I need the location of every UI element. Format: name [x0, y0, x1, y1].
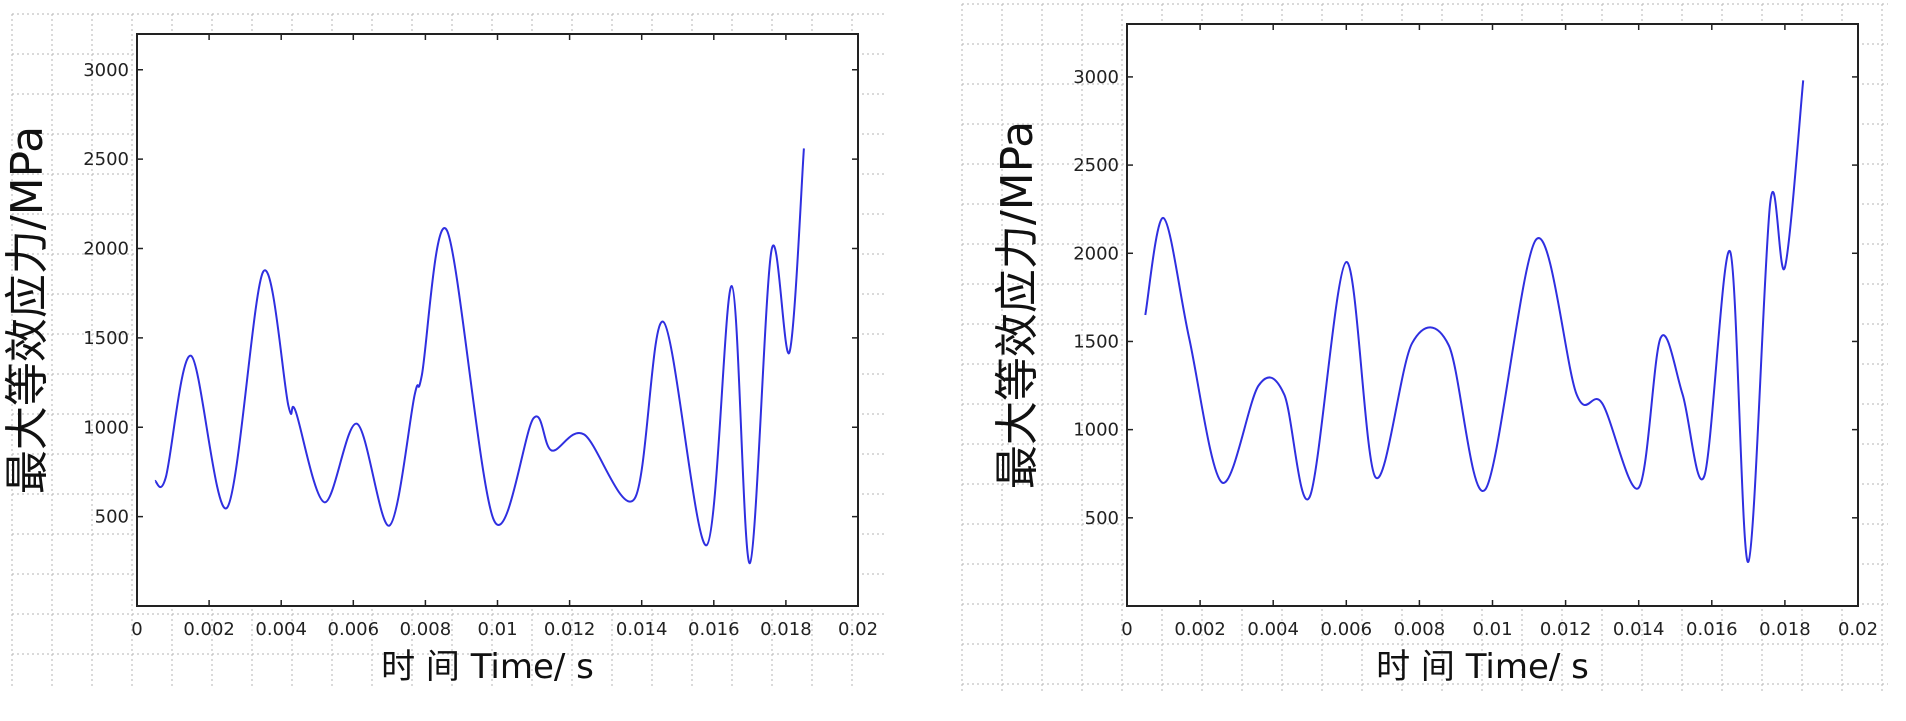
x-tick-label: 0.02	[838, 619, 878, 640]
y-tick-label: 2500	[83, 149, 129, 170]
y-axis-label: 最大等效应力/MPa	[992, 121, 1043, 489]
y-axis-label: 最大等效应力/MPa	[2, 126, 53, 494]
x-axis-label: 时 间 Time/ s	[1376, 647, 1589, 687]
x-tick-label: 0.002	[1174, 619, 1226, 640]
y-tick-label: 3000	[1073, 67, 1119, 88]
x-tick-label: 0.01	[1472, 619, 1512, 640]
x-tick-label: 0	[1121, 619, 1132, 640]
y-tick-label: 1000	[83, 417, 129, 438]
y-tick-label: 2000	[1073, 243, 1119, 264]
y-tick-label: 500	[95, 507, 129, 528]
x-tick-label: 0	[131, 619, 142, 640]
x-axis-label: 时 间 Time/ s	[381, 647, 594, 687]
y-tick-label: 3000	[83, 60, 129, 81]
x-tick-label: 0.014	[616, 619, 668, 640]
y-tick-label: 1500	[83, 328, 129, 349]
x-tick-label: 0.016	[1686, 619, 1738, 640]
x-tick-label: 0.004	[1247, 619, 1299, 640]
x-tick-label: 0.012	[1540, 619, 1592, 640]
x-tick-label: 0.02	[1838, 619, 1878, 640]
x-tick-label: 0.006	[328, 619, 380, 640]
x-tick-label: 0.018	[1759, 619, 1811, 640]
y-tick-label: 1000	[1073, 420, 1119, 441]
x-tick-label: 0.018	[760, 619, 812, 640]
x-tick-label: 0.01	[477, 619, 517, 640]
y-tick-label: 2000	[83, 239, 129, 260]
series-line-1	[1144, 80, 1805, 563]
chart-panel-1: 0 0.002 0.004 0.006 0.008 0.01 0.012 0.014 0.016…	[2, 13, 885, 687]
y-tick-label: 500	[1085, 508, 1119, 529]
plot-area	[1126, 23, 1859, 607]
plot-area	[136, 33, 859, 607]
x-tick-label: 0.014	[1613, 619, 1665, 640]
x-tick-label: 0.004	[255, 619, 307, 640]
x-tick-label: 0.016	[688, 619, 740, 640]
x-tick-label: 0.012	[544, 619, 596, 640]
x-tick-label: 0.008	[400, 619, 452, 640]
x-tick-label: 0.008	[1394, 619, 1446, 640]
y-tick-label: 1500	[1073, 331, 1119, 352]
chart-panel-2: 0 0.002 0.004 0.006 0.008 0.01 0.012 0.014 0.016…	[961, 3, 1888, 694]
x-tick-label: 0.006	[1321, 619, 1373, 640]
x-tick-label: 0.002	[183, 619, 235, 640]
y-tick-label: 2500	[1073, 155, 1119, 176]
series-line-1	[154, 148, 805, 565]
